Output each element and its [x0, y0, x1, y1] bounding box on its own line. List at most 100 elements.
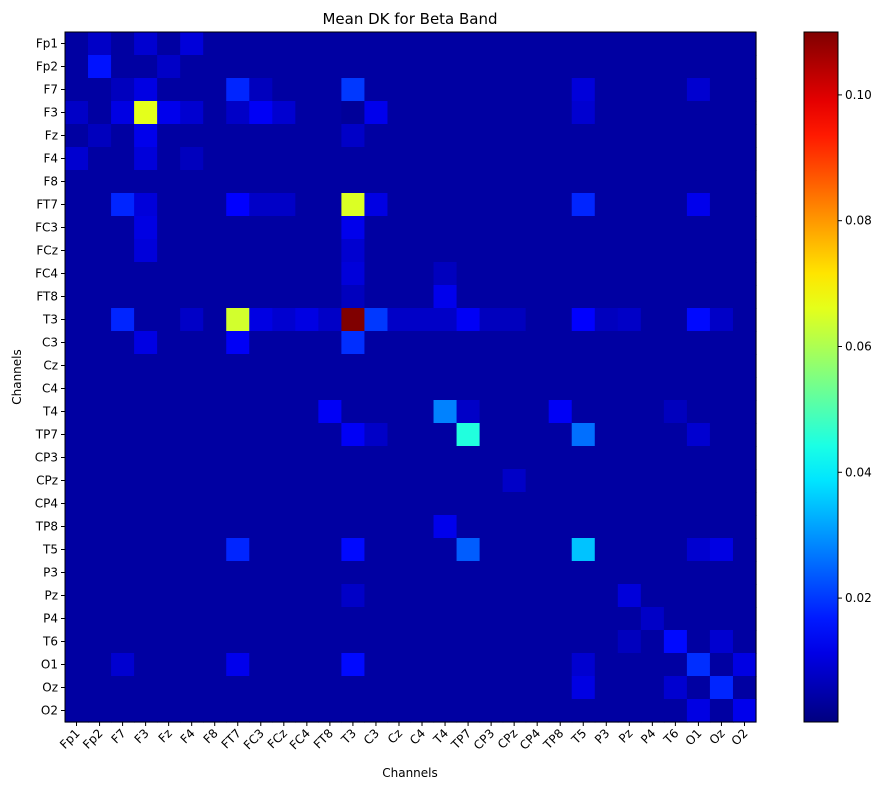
- heatmap-cell: [157, 308, 181, 332]
- heatmap-cell: [686, 147, 711, 171]
- heatmap-cell: [410, 55, 435, 79]
- heatmap-cell: [203, 423, 227, 447]
- heatmap-cell: [433, 607, 458, 631]
- heatmap-cell: [456, 216, 481, 240]
- heatmap-cell: [594, 239, 619, 263]
- heatmap-cell: [548, 584, 573, 608]
- heatmap-cell: [732, 239, 757, 263]
- heatmap-cell: [709, 377, 734, 401]
- heatmap-cell: [502, 653, 527, 677]
- heatmap-cell: [433, 446, 458, 470]
- heatmap-cell: [732, 354, 757, 378]
- heatmap-cell: [594, 101, 619, 125]
- heatmap-cell: [479, 354, 504, 378]
- y-tick-label: O2: [41, 704, 58, 718]
- heatmap-cell: [548, 515, 573, 539]
- colorbar-tick-label: 0.02: [845, 591, 872, 605]
- heatmap-cell: [617, 262, 642, 286]
- heatmap-cell: [594, 446, 619, 470]
- heatmap-cell: [318, 55, 342, 79]
- heatmap-cell: [709, 78, 734, 102]
- heatmap-cell: [686, 446, 711, 470]
- heatmap-cell: [295, 561, 319, 585]
- heatmap-cell: [88, 446, 112, 470]
- heatmap-cell: [732, 170, 757, 194]
- x-axis-label: Channels: [382, 766, 438, 780]
- heatmap-cell: [548, 400, 573, 424]
- heatmap-cell: [341, 78, 366, 102]
- heatmap-cell: [88, 239, 112, 263]
- heatmap-cell: [295, 331, 319, 355]
- heatmap-cell: [502, 561, 527, 585]
- heatmap-cell: [663, 423, 688, 447]
- heatmap-cell: [157, 423, 181, 447]
- heatmap-cell: [157, 78, 181, 102]
- heatmap-cell: [318, 377, 342, 401]
- heatmap-cell: [617, 469, 642, 493]
- heatmap-cell: [410, 561, 435, 585]
- y-tick-label: C3: [42, 336, 58, 350]
- heatmap-cell: [157, 124, 181, 148]
- heatmap-cell: [433, 377, 458, 401]
- heatmap-cell: [479, 193, 504, 217]
- heatmap-cell: [203, 607, 227, 631]
- heatmap-cell: [709, 607, 734, 631]
- heatmap-cell: [479, 308, 504, 332]
- heatmap-cell: [180, 170, 204, 194]
- heatmap-cell: [341, 101, 366, 125]
- heatmap-cell: [663, 377, 688, 401]
- heatmap-cell: [157, 492, 181, 516]
- heatmap-cell: [663, 515, 688, 539]
- heatmap-cell: [732, 308, 757, 332]
- heatmap-cell: [157, 653, 181, 677]
- heatmap-cell: [318, 78, 342, 102]
- heatmap-cell: [387, 515, 412, 539]
- heatmap-cell: [341, 354, 366, 378]
- heatmap-cell: [525, 699, 550, 723]
- heatmap-cell: [65, 584, 89, 608]
- heatmap-cell: [111, 423, 135, 447]
- heatmap-cell: [663, 147, 688, 171]
- heatmap-cell: [111, 193, 135, 217]
- heatmap-cell: [709, 538, 734, 562]
- heatmap-cell: [456, 469, 481, 493]
- heatmap-cell: [640, 285, 665, 309]
- heatmap-cell: [571, 308, 596, 332]
- heatmap-cell: [433, 469, 458, 493]
- heatmap-cell: [456, 446, 481, 470]
- heatmap-cell: [180, 124, 204, 148]
- heatmap-cell: [203, 492, 227, 516]
- heatmap-cell: [617, 538, 642, 562]
- heatmap-cell: [65, 607, 89, 631]
- heatmap-cell: [157, 584, 181, 608]
- heatmap-cell: [663, 308, 688, 332]
- heatmap-cell: [640, 147, 665, 171]
- x-tick-label: F4: [178, 726, 198, 746]
- heatmap-cell: [617, 423, 642, 447]
- heatmap-cell: [433, 584, 458, 608]
- heatmap-cell: [502, 492, 527, 516]
- heatmap-cell: [525, 423, 550, 447]
- heatmap-cell: [709, 699, 734, 723]
- heatmap-cell: [88, 32, 112, 56]
- heatmap-cell: [180, 676, 204, 700]
- heatmap-cell: [594, 653, 619, 677]
- heatmap-cell: [525, 262, 550, 286]
- heatmap-cell: [686, 653, 711, 677]
- heatmap-cell: [226, 492, 250, 516]
- heatmap-cell: [571, 584, 596, 608]
- heatmap-cell: [410, 607, 435, 631]
- heatmap-cell: [502, 331, 527, 355]
- heatmap-cell: [65, 377, 89, 401]
- x-tick-label: Oz: [707, 726, 728, 747]
- heatmap-cell: [502, 308, 527, 332]
- heatmap-cell: [272, 676, 296, 700]
- heatmap-cell: [525, 331, 550, 355]
- heatmap-cell: [111, 492, 135, 516]
- heatmap-cell: [410, 216, 435, 240]
- heatmap-cell: [203, 331, 227, 355]
- heatmap-cell: [410, 354, 435, 378]
- heatmap-cell: [295, 285, 319, 309]
- heatmap-cell: [341, 55, 366, 79]
- heatmap-cell: [433, 331, 458, 355]
